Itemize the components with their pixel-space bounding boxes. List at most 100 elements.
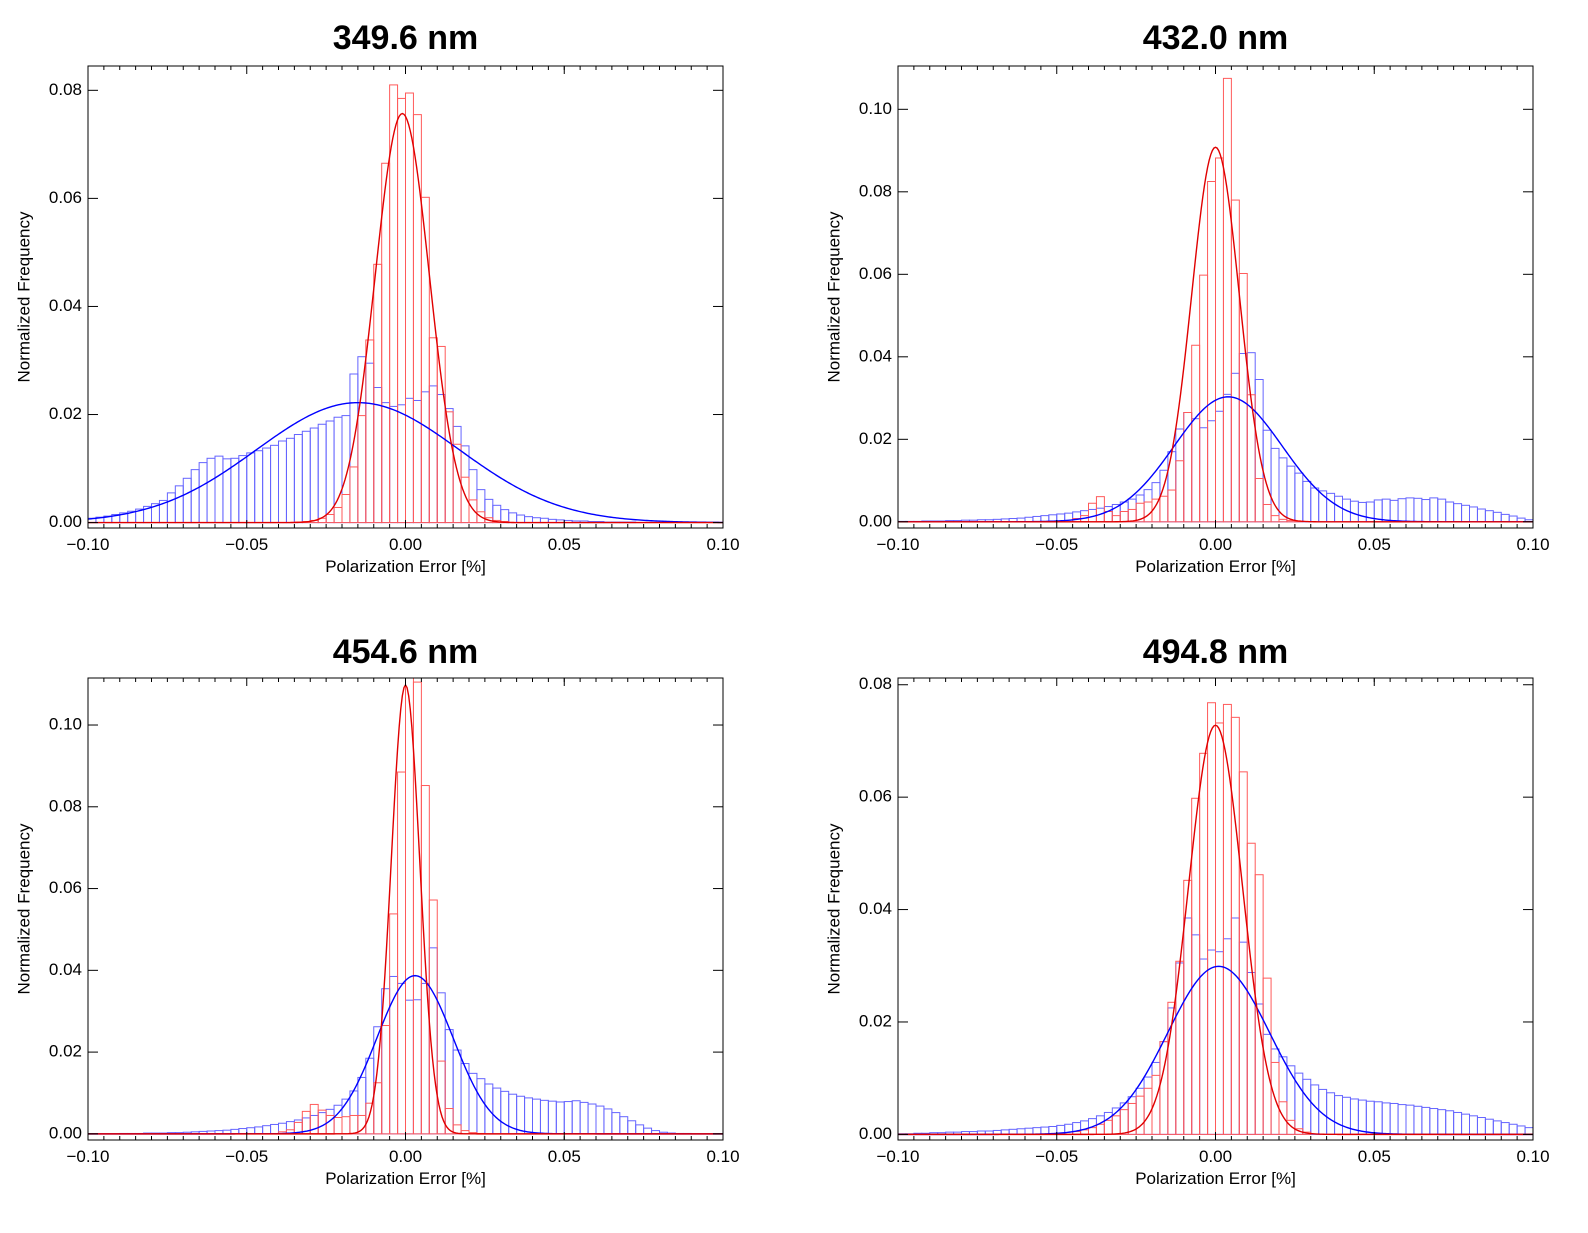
gaussian-fit-line [88,401,723,524]
histogram-bar [238,1128,248,1135]
y-tick-label: 0.02 [859,1011,892,1030]
histogram-bar [1151,482,1161,523]
x-tick-label: 0.05 [1358,1147,1391,1166]
histogram-bar [1270,515,1280,523]
histogram-bar [476,511,486,524]
histogram-bar [1397,498,1407,523]
x-tick-label: 0.10 [706,1147,739,1166]
histogram-bar [1159,495,1169,523]
histogram-blue [88,356,637,524]
histogram-bar [317,1109,327,1135]
histogram-bar [436,394,446,524]
histogram-bar [166,492,176,524]
histogram-bar [1500,513,1510,523]
histogram-bar [262,1125,272,1135]
histogram-bar [357,415,367,524]
chart-title: 454.6 nm [333,633,479,671]
histogram-bar [1389,1102,1399,1135]
histogram-bar [539,1099,549,1135]
histogram-bar [1469,506,1478,523]
histogram-bar [460,445,470,524]
histogram-bar [1484,510,1494,523]
histogram-bar [1334,495,1344,523]
histogram-bar [1397,1104,1407,1135]
histogram-bar [1199,752,1209,1135]
histogram-bar [1238,771,1248,1135]
histogram-bar [1080,1120,1090,1135]
histogram-bar [1016,1128,1026,1135]
histogram-bar [1413,497,1423,523]
x-tick-label: −0.10 [66,1147,109,1166]
histogram-bar [532,1098,541,1135]
histogram-bar [1191,418,1201,523]
histogram-bar [1215,157,1224,523]
x-axis-label: Polarization Error [%] [1135,1169,1296,1188]
histogram-bar [1429,1108,1439,1135]
histogram-bar [1143,1076,1153,1135]
histogram-bar [444,408,454,524]
histogram-bar [238,455,248,524]
chart-title: 349.6 nm [333,19,479,57]
histogram-bar [389,405,399,524]
histogram-bar [1191,934,1201,1135]
y-tick-label: 0.02 [49,404,82,423]
histogram-bar [405,999,414,1135]
histogram-bar [500,1090,510,1135]
histogram-bar [373,387,383,524]
histogram-bar [444,1029,454,1135]
x-tick-label: 0.10 [1516,535,1549,554]
histogram-bar [341,494,351,524]
histogram-bar [555,1101,565,1135]
histogram-bar [1270,1061,1280,1135]
histogram-bar [476,1078,486,1135]
histogram-bar [341,1116,351,1135]
histogram-bar [524,1097,533,1135]
x-tick-label: −0.05 [225,1147,268,1166]
histogram-bar [1357,501,1367,523]
gaussian-fit-line [898,724,1533,1136]
histogram-bar [246,452,256,524]
histogram-bar [1310,487,1320,523]
histogram-bar [1088,502,1097,523]
histogram-bar [1469,1115,1478,1135]
histogram-bar [1278,1101,1288,1135]
histogram-bar [325,1108,335,1135]
histogram-bar [412,999,422,1135]
histogram-bar [603,1108,613,1135]
x-tick-label: 0.00 [1199,535,1232,554]
x-tick-label: 0.05 [548,535,581,554]
histogram-bar [428,899,438,1135]
histogram-bar [333,416,343,524]
histogram-bar [1072,1122,1082,1135]
histogram-bar [341,415,351,524]
histogram-bar [1111,1115,1121,1135]
histogram-bar [524,516,533,524]
histogram-bar [532,517,541,524]
histogram-bar [627,1120,637,1135]
histogram-bar [333,1117,343,1135]
histogram-bar [1421,1106,1431,1135]
histogram-bar [571,1100,581,1135]
histogram-bar [381,162,391,524]
histogram-bar [1413,1105,1423,1135]
histogram-bar [1461,1113,1471,1135]
histogram-bar [1429,497,1439,523]
histogram-bar [293,434,303,524]
histogram-bar [262,447,272,524]
histogram-bar [1222,77,1232,523]
y-axis-label: Normalized Frequency [14,823,33,995]
x-tick-label: −0.05 [1035,1147,1078,1166]
y-tick-label: 0.08 [859,674,892,693]
histogram-bar [182,477,192,524]
histogram-bar [1199,274,1209,523]
histogram-bar [1326,492,1336,523]
y-tick-label: 0.00 [859,1124,892,1143]
x-axis-label: Polarization Error [%] [325,557,486,576]
histogram-bar [1516,1125,1526,1135]
histogram-bar [1508,1123,1518,1135]
x-tick-label: 0.00 [1199,1147,1232,1166]
y-tick-label: 0.00 [49,512,82,531]
histogram-bar [1294,472,1304,523]
y-tick-label: 0.02 [49,1042,82,1061]
histogram-bar [1262,977,1272,1135]
